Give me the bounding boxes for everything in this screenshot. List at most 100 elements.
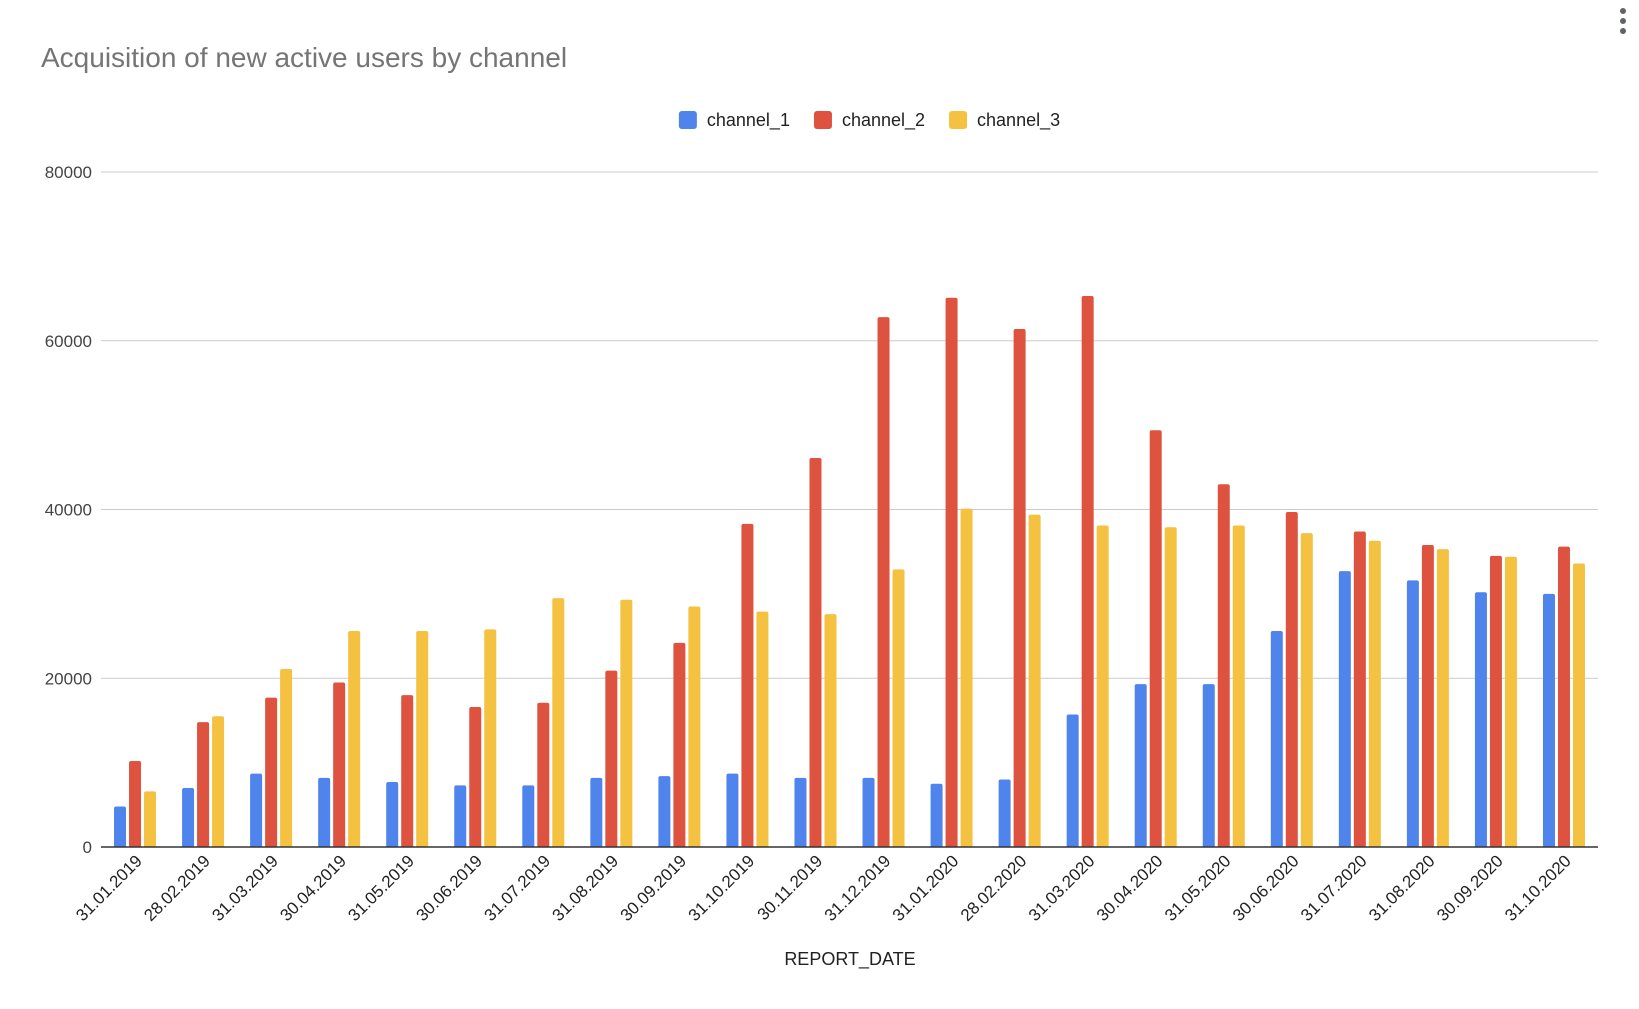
bar-channel_2-0[interactable] (129, 760, 142, 847)
bar-channel_3-16[interactable] (1232, 525, 1245, 847)
legend-label-channel_1[interactable]: channel_1 (707, 110, 790, 131)
bar-channel_3-0[interactable] (144, 791, 157, 847)
bar-channel_3-13[interactable] (1028, 514, 1041, 847)
bar-channel_1-20[interactable] (1474, 592, 1487, 847)
more-options-button[interactable] (1616, 6, 1630, 36)
bar-channel_2-15[interactable] (1149, 430, 1162, 847)
y-tick-label: 40000 (45, 501, 92, 520)
bar-channel_1-2[interactable] (250, 773, 263, 847)
bar-channel_3-15[interactable] (1164, 527, 1177, 847)
bar-channel_2-1[interactable] (197, 722, 210, 847)
x-tick-label: 31.07.2019 (481, 851, 555, 925)
x-tick-label: 28.02.2020 (957, 851, 1031, 925)
bar-channel_3-18[interactable] (1368, 540, 1381, 847)
x-tick-label: 30.06.2020 (1229, 851, 1303, 925)
bar-channel_2-12[interactable] (945, 297, 958, 847)
bar-channel_3-19[interactable] (1436, 549, 1449, 847)
x-tick-label: 30.09.2020 (1433, 851, 1507, 925)
bar-channel_1-8[interactable] (658, 776, 671, 847)
x-tick-label: 30.09.2019 (617, 851, 691, 925)
bar-channel_2-4[interactable] (401, 695, 414, 847)
more-vertical-icon (1620, 8, 1626, 14)
bar-channel_3-17[interactable] (1300, 533, 1313, 847)
bar-channel_1-5[interactable] (454, 785, 467, 847)
x-tick-label: 31.10.2020 (1501, 851, 1575, 925)
bar-channel_2-6[interactable] (537, 702, 550, 847)
bar-channel_1-9[interactable] (726, 773, 739, 847)
bar-channel_1-14[interactable] (1066, 714, 1079, 847)
bar-channel_1-12[interactable] (930, 783, 943, 847)
x-axis: 31.01.201928.02.201931.03.201930.04.2019… (72, 846, 1598, 925)
x-tick-label: 31.05.2020 (1161, 851, 1235, 925)
more-vertical-icon-dot (1620, 28, 1626, 34)
x-tick-label: 30.04.2019 (276, 851, 350, 925)
x-tick-label: 30.04.2020 (1093, 851, 1167, 925)
x-tick-label: 31.07.2020 (1297, 851, 1371, 925)
bar-channel_3-11[interactable] (892, 569, 905, 847)
y-tick-label: 0 (83, 838, 92, 857)
bar-channel_2-20[interactable] (1489, 555, 1502, 847)
bar-channel_1-18[interactable] (1338, 571, 1351, 847)
bar-channel_1-16[interactable] (1202, 684, 1215, 847)
x-tick-label: 30.11.2019 (754, 851, 827, 924)
bar-channel_2-14[interactable] (1081, 296, 1094, 847)
bar-channel_2-3[interactable] (333, 682, 346, 847)
x-tick-label: 31.12.2019 (821, 851, 895, 925)
bar-channel_2-18[interactable] (1353, 531, 1366, 847)
bar-channel_3-20[interactable] (1504, 556, 1517, 847)
bar-channel_1-10[interactable] (794, 777, 807, 847)
bar-channel_2-19[interactable] (1421, 544, 1434, 847)
bar-channel_1-4[interactable] (386, 782, 399, 847)
bar-channel_1-19[interactable] (1406, 580, 1419, 847)
bar-channel_3-21[interactable] (1572, 563, 1585, 848)
x-tick-label: 30.06.2019 (412, 851, 486, 925)
bar-channel_1-11[interactable] (862, 777, 875, 847)
bar-channel_3-2[interactable] (280, 668, 293, 847)
bar-channel_3-9[interactable] (756, 611, 769, 847)
bar-channel_2-21[interactable] (1557, 546, 1570, 847)
bars (114, 296, 1585, 847)
bar-channel_1-13[interactable] (998, 779, 1011, 848)
bar-channel_1-1[interactable] (182, 787, 195, 847)
legend: channel_1 channel_2 channel_3 (678, 110, 1060, 131)
more-vertical-icon-dot (1620, 18, 1626, 24)
legend-swatch-channel_2 (813, 111, 832, 129)
bar-channel_1-21[interactable] (1542, 593, 1555, 847)
bar-channel_2-10[interactable] (809, 458, 822, 847)
bar-channel_2-16[interactable] (1217, 484, 1230, 847)
x-tick-label: 31.05.2019 (344, 851, 418, 925)
bar-channel_3-4[interactable] (416, 631, 429, 847)
legend-swatch-channel_1 (678, 111, 697, 129)
y-tick-label: 60000 (45, 332, 92, 351)
bar-channel_2-5[interactable] (469, 706, 482, 847)
bar-channel_1-7[interactable] (590, 777, 603, 847)
x-tick-label: 31.03.2019 (208, 851, 282, 925)
bar-channel_1-0[interactable] (114, 806, 127, 848)
bar-channel_1-3[interactable] (318, 777, 331, 847)
bar-channel_3-7[interactable] (620, 599, 633, 847)
bar-channel_2-8[interactable] (673, 642, 686, 847)
bar-channel_2-9[interactable] (741, 523, 754, 847)
bar-channel_2-13[interactable] (1013, 328, 1026, 847)
x-tick-label: 31.01.2020 (889, 851, 963, 925)
legend-label-channel_3[interactable]: channel_3 (977, 110, 1060, 131)
bar-channel_3-12[interactable] (960, 508, 973, 847)
bar-channel_3-14[interactable] (1096, 525, 1109, 847)
x-tick-label: 31.08.2019 (549, 851, 623, 925)
bar-channel_1-6[interactable] (522, 785, 535, 847)
bar-channel_2-17[interactable] (1285, 512, 1298, 847)
bar-channel_3-3[interactable] (348, 631, 361, 847)
bar-channel_3-5[interactable] (484, 629, 497, 847)
bar-channel_3-6[interactable] (552, 598, 565, 847)
bar-channel_3-10[interactable] (824, 614, 837, 847)
y-tick-label: 80000 (45, 163, 92, 182)
bar-channel_2-2[interactable] (265, 697, 278, 847)
bar-channel_2-11[interactable] (877, 317, 890, 847)
bar-channel_1-17[interactable] (1270, 631, 1283, 847)
bar-channel_3-8[interactable] (688, 606, 701, 847)
bar-channel_3-1[interactable] (212, 716, 225, 847)
legend-label-channel_2[interactable]: channel_2 (842, 110, 925, 131)
bar-channel_2-7[interactable] (605, 670, 618, 847)
bar-channel_1-15[interactable] (1134, 684, 1147, 847)
